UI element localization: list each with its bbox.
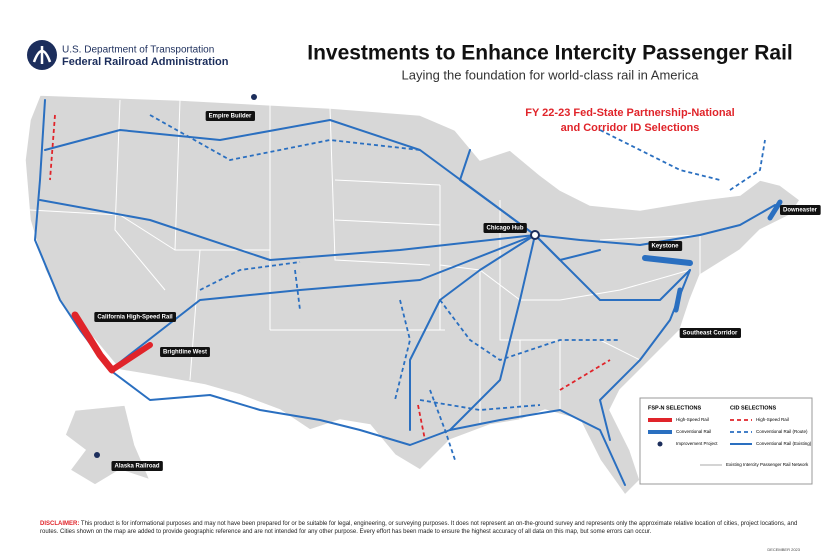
cid-routes — [49, 114, 766, 461]
label-box — [679, 328, 741, 338]
legend-item: High-Speed Rail — [676, 417, 709, 422]
fspn-projects — [71, 94, 783, 458]
label-box — [160, 347, 210, 357]
disclaimer: DISCLAIMER: This product is for informat… — [40, 520, 800, 536]
label-box — [648, 241, 683, 251]
map-label: Empire Builder — [209, 114, 252, 120]
label-box — [111, 461, 163, 471]
agency: Federal Railroad Administration — [62, 56, 229, 68]
disclaimer-text: This product is for informational purpos… — [40, 521, 798, 535]
label-box — [94, 312, 177, 322]
disclaimer-label: DISCLAIMER: — [40, 521, 80, 527]
map-label: Downeaster — [783, 208, 818, 214]
map-label: Southeast Corridor — [683, 331, 738, 337]
legend-title: CID SELECTIONS — [730, 405, 776, 411]
map-label: Alaska Railroad — [114, 464, 159, 470]
label-box — [779, 205, 821, 215]
legend-item: Conventional Rail (Existing) — [756, 441, 812, 446]
map-label: California High-Speed Rail — [97, 315, 173, 321]
existing-network — [34, 99, 776, 486]
map-labels: Empire Builder Chicago Hub Downeaster Keyst… — [94, 111, 821, 471]
subtitle: Laying the foundation for world-class ra… — [402, 67, 700, 82]
legend-item: Existing Intercity Passenger Rail Networ… — [726, 462, 809, 467]
label-box — [483, 223, 527, 233]
selection-title: FY 22-23 Fed-State Partnership-National — [525, 107, 734, 119]
title: Investments to Enhance Intercity Passeng… — [307, 42, 793, 65]
map-label: Chicago Hub — [487, 226, 524, 232]
legend-title: FSP-N SELECTIONS — [648, 405, 702, 411]
legend: FSP-N SELECTIONS CID SELECTIONS High-Spe… — [639, 397, 813, 485]
legend-item: Conventional Rail (Route) — [756, 429, 808, 434]
logo — [27, 40, 57, 70]
selection-title: and Corridor ID Selections — [561, 122, 700, 134]
legend-item: High-Speed Rail — [756, 417, 789, 422]
legend-item: Conventional Rail — [676, 429, 711, 434]
map-label: Keystone — [651, 244, 679, 250]
label-box — [205, 111, 255, 121]
agency: U.S. Department of Transportation — [62, 45, 214, 56]
map-label: Brightline West — [163, 350, 207, 356]
legend-item: Improvement Project — [676, 441, 718, 446]
date: DECEMBER 2023 — [767, 547, 800, 552]
